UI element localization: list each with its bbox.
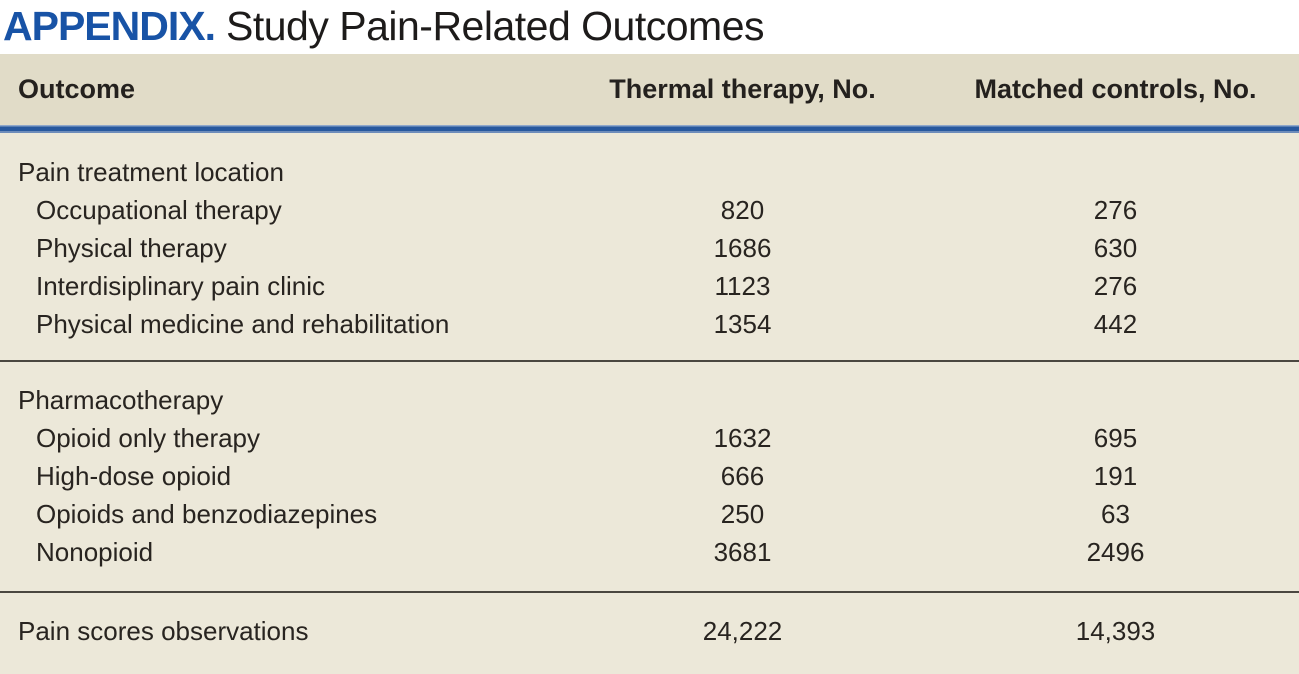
table-row: Pain treatment location	[0, 153, 1299, 191]
matched-cell: 14,393	[1075, 615, 1156, 646]
table-row: Pharmacotherapy	[0, 381, 1299, 419]
figure-title-label: APPENDIX.	[3, 3, 216, 49]
thermal-cell: 1686	[713, 232, 772, 263]
thermal-cell: 820	[720, 194, 765, 225]
header-rule	[0, 125, 1299, 133]
table-header-row: Outcome Thermal therapy, No. Matched con…	[0, 54, 1299, 125]
matched-cell: 630	[1093, 232, 1138, 263]
section-pharmacotherapy: Pharmacotherapy Opioid only therapy 1632…	[0, 381, 1299, 571]
figure-title-text: Study Pain-Related Outcomes	[226, 3, 765, 49]
column-header-outcome: Outcome	[18, 74, 136, 104]
section-pain-scores: Pain scores observations 24,222 14,393	[0, 612, 1299, 650]
section-pain-treatment-location: Pain treatment location Occupational the…	[0, 133, 1299, 343]
matched-cell: 191	[1093, 460, 1138, 491]
table-row: Pain scores observations 24,222 14,393	[0, 612, 1299, 650]
outcome-cell: Opioids and benzodiazepines	[36, 498, 378, 529]
section-divider	[0, 591, 1299, 593]
outcome-cell: Physical therapy	[36, 232, 227, 263]
thermal-cell: 666	[720, 460, 765, 491]
thermal-cell: 24,222	[702, 615, 783, 646]
table-row: Opioid only therapy 1632 695	[0, 419, 1299, 457]
table-row: Opioids and benzodiazepines 250 63	[0, 495, 1299, 533]
outcome-cell: Occupational therapy	[36, 194, 282, 225]
matched-cell: 63	[1101, 498, 1130, 529]
outcome-cell: Opioid only therapy	[36, 422, 261, 453]
table-row: Nonopioid 3681 2496	[0, 533, 1299, 571]
thermal-cell: 1632	[713, 422, 772, 453]
outcome-cell: Interdisiplinary pain clinic	[36, 270, 326, 301]
outcome-cell: Nonopioid	[36, 536, 154, 567]
outcome-cell: Pain treatment location	[18, 156, 284, 187]
thermal-cell: 250	[720, 498, 765, 529]
section-divider	[0, 360, 1299, 362]
outcome-cell: Physical medicine and rehabilitation	[36, 308, 450, 339]
thermal-cell: 1354	[713, 308, 772, 339]
table-row: Physical medicine and rehabilitation 135…	[0, 305, 1299, 343]
matched-cell: 2496	[1086, 536, 1145, 567]
matched-cell: 276	[1093, 194, 1138, 225]
matched-cell: 695	[1093, 422, 1138, 453]
table-row: Interdisiplinary pain clinic 1123 276	[0, 267, 1299, 305]
table-row: Physical therapy 1686 630	[0, 229, 1299, 267]
outcome-cell: Pain scores observations	[18, 615, 309, 646]
outcomes-table: Outcome Thermal therapy, No. Matched con…	[0, 54, 1299, 674]
matched-cell: 442	[1093, 308, 1138, 339]
matched-cell: 276	[1093, 270, 1138, 301]
thermal-cell: 3681	[713, 536, 772, 567]
table-row: Occupational therapy 820 276	[0, 191, 1299, 229]
column-header-matched-controls: Matched controls, No.	[974, 74, 1257, 104]
column-header-thermal-therapy: Thermal therapy, No.	[609, 74, 876, 104]
thermal-cell: 1123	[714, 270, 771, 301]
outcome-cell: High-dose opioid	[36, 460, 232, 491]
figure-title: APPENDIX. Study Pain-Related Outcomes	[3, 1, 765, 51]
table-body: Pain treatment location Occupational the…	[0, 133, 1299, 650]
outcome-cell: Pharmacotherapy	[18, 384, 224, 415]
table-row: High-dose opioid 666 191	[0, 457, 1299, 495]
